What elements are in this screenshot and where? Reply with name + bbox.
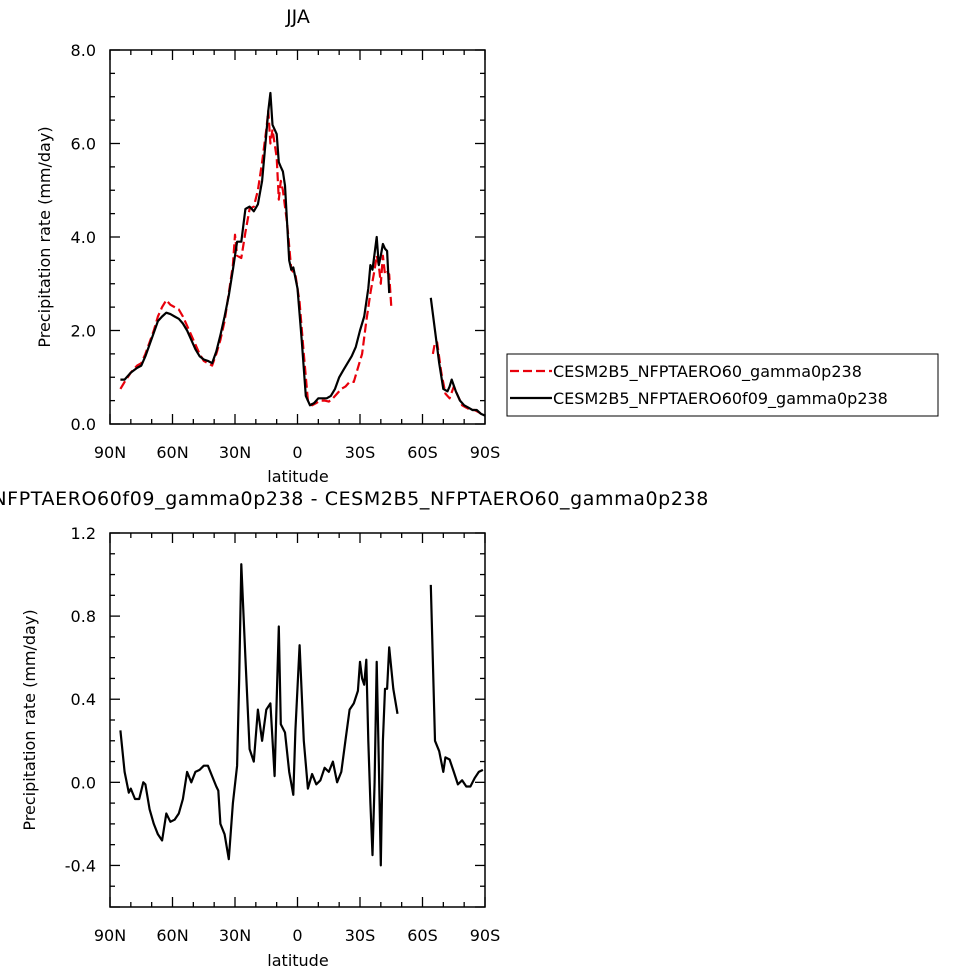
- series-line-1: [429, 297, 486, 417]
- chart-top-title: JJA: [285, 6, 310, 28]
- y-tick-label: 0.8: [71, 607, 96, 626]
- y-tick-label: 2.0: [71, 322, 96, 341]
- x-tick-label: 90N: [94, 443, 126, 462]
- chart-top-axes: 90N 60N 30N 0 30S 60S 90S 0.0 2.0 4.0 6.0 8.0: [71, 41, 501, 462]
- series-line-0: [431, 341, 484, 416]
- chart-bottom: CESM2B5_NFPTAERO60f09_gamma0p238 - CESM2…: [0, 488, 709, 970]
- x-tick-label: 60N: [156, 926, 188, 945]
- x-tick-label: 30S: [345, 926, 376, 945]
- x-tick-label: 60N: [156, 443, 188, 462]
- x-tick-label: 90N: [94, 926, 126, 945]
- chart-bottom-series: [119, 563, 484, 867]
- chart-bottom-ylabel: Precipitation rate (mm/day): [20, 609, 39, 830]
- series-line-0: [119, 109, 393, 407]
- y-tick-label: 0.0: [71, 415, 96, 434]
- chart-bottom-xlabel: latitude: [267, 951, 328, 970]
- plot-frame: [109, 532, 486, 908]
- y-tick-label: 6.0: [71, 135, 96, 154]
- x-tick-label: 0: [292, 443, 302, 462]
- series-line-0: [119, 563, 399, 867]
- x-tick-label: 60S: [407, 443, 438, 462]
- chart-bottom-title: CESM2B5_NFPTAERO60f09_gamma0p238 - CESM2…: [0, 488, 709, 510]
- y-tick-label: 0.4: [71, 690, 96, 709]
- legend-label-red: CESM2B5_NFPTAERO60_gamma0p238: [553, 362, 862, 382]
- y-tick-label: 1.2: [71, 524, 96, 543]
- x-tick-label: 30N: [219, 926, 251, 945]
- plot-frame: [109, 49, 486, 425]
- y-tick-label: 4.0: [71, 228, 96, 247]
- legend-label-black: CESM2B5_NFPTAERO60f09_gamma0p238: [553, 389, 888, 409]
- chart-top-ylabel: Precipitation rate (mm/day): [35, 126, 54, 347]
- x-tick-label: 60S: [407, 926, 438, 945]
- y-tick-label: -0.4: [65, 856, 96, 875]
- chart-top-series: [119, 91, 486, 417]
- x-tick-label: 0: [292, 926, 302, 945]
- x-tick-label: 90S: [470, 926, 501, 945]
- y-tick-label: 8.0: [71, 41, 96, 60]
- y-tick-label: 0.0: [71, 773, 96, 792]
- x-tick-label: 90S: [470, 443, 501, 462]
- legend-box: [506, 353, 939, 417]
- legend: CESM2B5_NFPTAERO60_gamma0p238 CESM2B5_NF…: [506, 353, 939, 417]
- series-line-1: [120, 91, 391, 407]
- chart-bottom-axes: 90N 60N 30N 0 30S 60S 90S -0.4 0.0 0.4 0.8 1.2: [65, 524, 500, 945]
- x-tick-label: 30S: [345, 443, 376, 462]
- x-tick-label: 30N: [219, 443, 251, 462]
- chart-top-xlabel: latitude: [267, 467, 328, 486]
- series-line-0: [429, 584, 484, 788]
- chart-top: JJA 90N 60N 30N 0 30S 60S 90S 0.0 2.0 4.0 6.0 8.0 P…: [35, 6, 939, 486]
